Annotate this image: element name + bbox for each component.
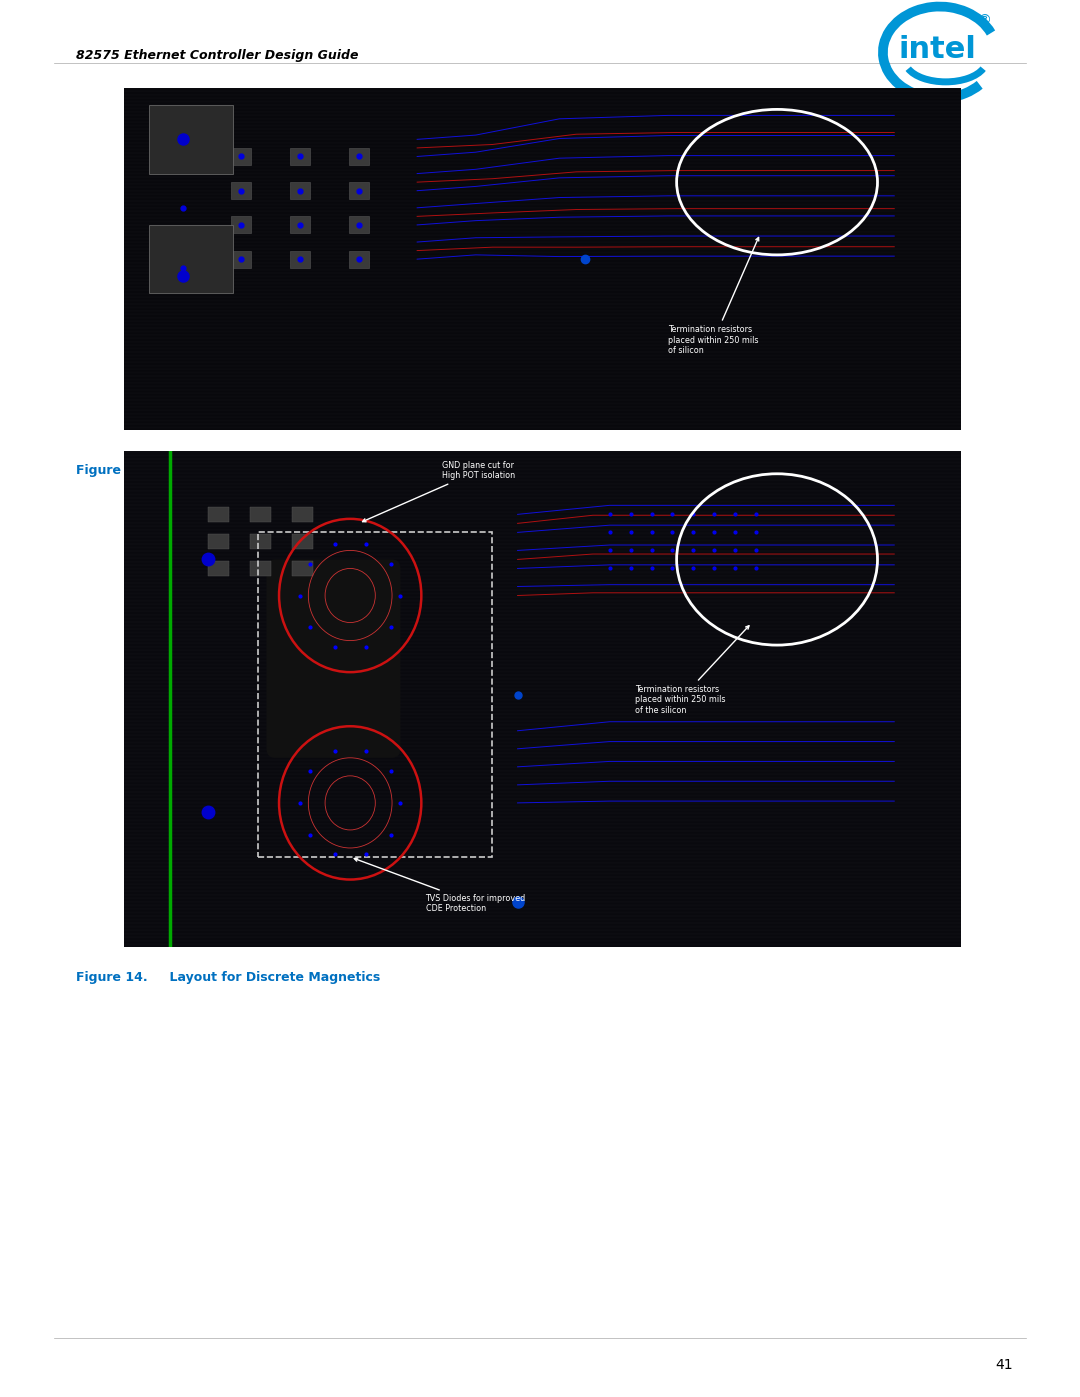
- Text: TVS Diodes for improved
CDE Protection: TVS Diodes for improved CDE Protection: [354, 858, 526, 914]
- Bar: [349, 250, 368, 268]
- Bar: [249, 534, 271, 549]
- Bar: [292, 507, 312, 521]
- Text: ®: ®: [977, 14, 991, 28]
- Text: Figure 13.     Layout for Integrated Magnetics: Figure 13. Layout for Integrated Magneti…: [76, 464, 396, 476]
- Text: intel: intel: [899, 35, 976, 64]
- Bar: [292, 562, 312, 576]
- Bar: [349, 182, 368, 200]
- Bar: [231, 217, 252, 233]
- Bar: [249, 562, 271, 576]
- Bar: [231, 148, 252, 165]
- Bar: [208, 534, 229, 549]
- Bar: [289, 217, 310, 233]
- Bar: [292, 534, 312, 549]
- Bar: [289, 250, 310, 268]
- Bar: [208, 507, 229, 521]
- Bar: [149, 105, 233, 173]
- Bar: [289, 182, 310, 200]
- Bar: [258, 532, 492, 856]
- Bar: [349, 148, 368, 165]
- Bar: [289, 148, 310, 165]
- Text: Figure 14.     Layout for Discrete Magnetics: Figure 14. Layout for Discrete Magnetics: [76, 971, 380, 983]
- Bar: [149, 225, 233, 293]
- Text: 41: 41: [996, 1358, 1013, 1372]
- Bar: [208, 562, 229, 576]
- Bar: [349, 217, 368, 233]
- Text: 82575 Ethernet Controller Design Guide: 82575 Ethernet Controller Design Guide: [76, 49, 359, 61]
- Bar: [249, 507, 271, 521]
- Text: Termination resistors
placed within 250 mils
of the silicon: Termination resistors placed within 250 …: [635, 626, 750, 715]
- Bar: [231, 182, 252, 200]
- FancyBboxPatch shape: [267, 559, 401, 757]
- Text: GND plane cut for
High POT isolation: GND plane cut for High POT isolation: [363, 461, 515, 522]
- Bar: [231, 250, 252, 268]
- Text: Termination resistors
placed within 250 mils
of silicon: Termination resistors placed within 250 …: [669, 237, 759, 355]
